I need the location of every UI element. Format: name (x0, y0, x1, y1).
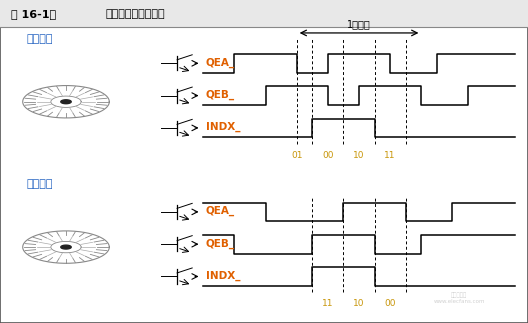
Text: QEB_: QEB_ (206, 238, 235, 249)
Text: INDX_: INDX_ (206, 122, 240, 132)
FancyBboxPatch shape (0, 0, 528, 27)
Text: 1个周期: 1个周期 (347, 19, 371, 29)
Text: 电子发烧友
www.elecfans.com: 电子发烧友 www.elecfans.com (433, 292, 485, 304)
Text: 00: 00 (322, 151, 334, 160)
Text: INDX_: INDX_ (206, 271, 240, 281)
Text: 11: 11 (322, 299, 334, 308)
Text: 10: 10 (353, 151, 365, 160)
Text: 01: 01 (291, 151, 303, 160)
Text: 图 16-1：: 图 16-1： (11, 9, 55, 18)
Text: QEA_: QEA_ (206, 57, 235, 68)
Text: QEB_: QEB_ (206, 90, 235, 100)
Text: 00: 00 (384, 299, 396, 308)
Text: 反向旋转: 反向旋转 (26, 179, 53, 189)
Polygon shape (61, 100, 71, 104)
Text: 10: 10 (353, 299, 365, 308)
Text: 11: 11 (384, 151, 396, 160)
Text: QEA_: QEA_ (206, 206, 235, 216)
Text: 正交编码器接口信号: 正交编码器接口信号 (106, 9, 165, 18)
Text: 正向旋转: 正向旋转 (26, 34, 53, 44)
Polygon shape (61, 245, 71, 249)
